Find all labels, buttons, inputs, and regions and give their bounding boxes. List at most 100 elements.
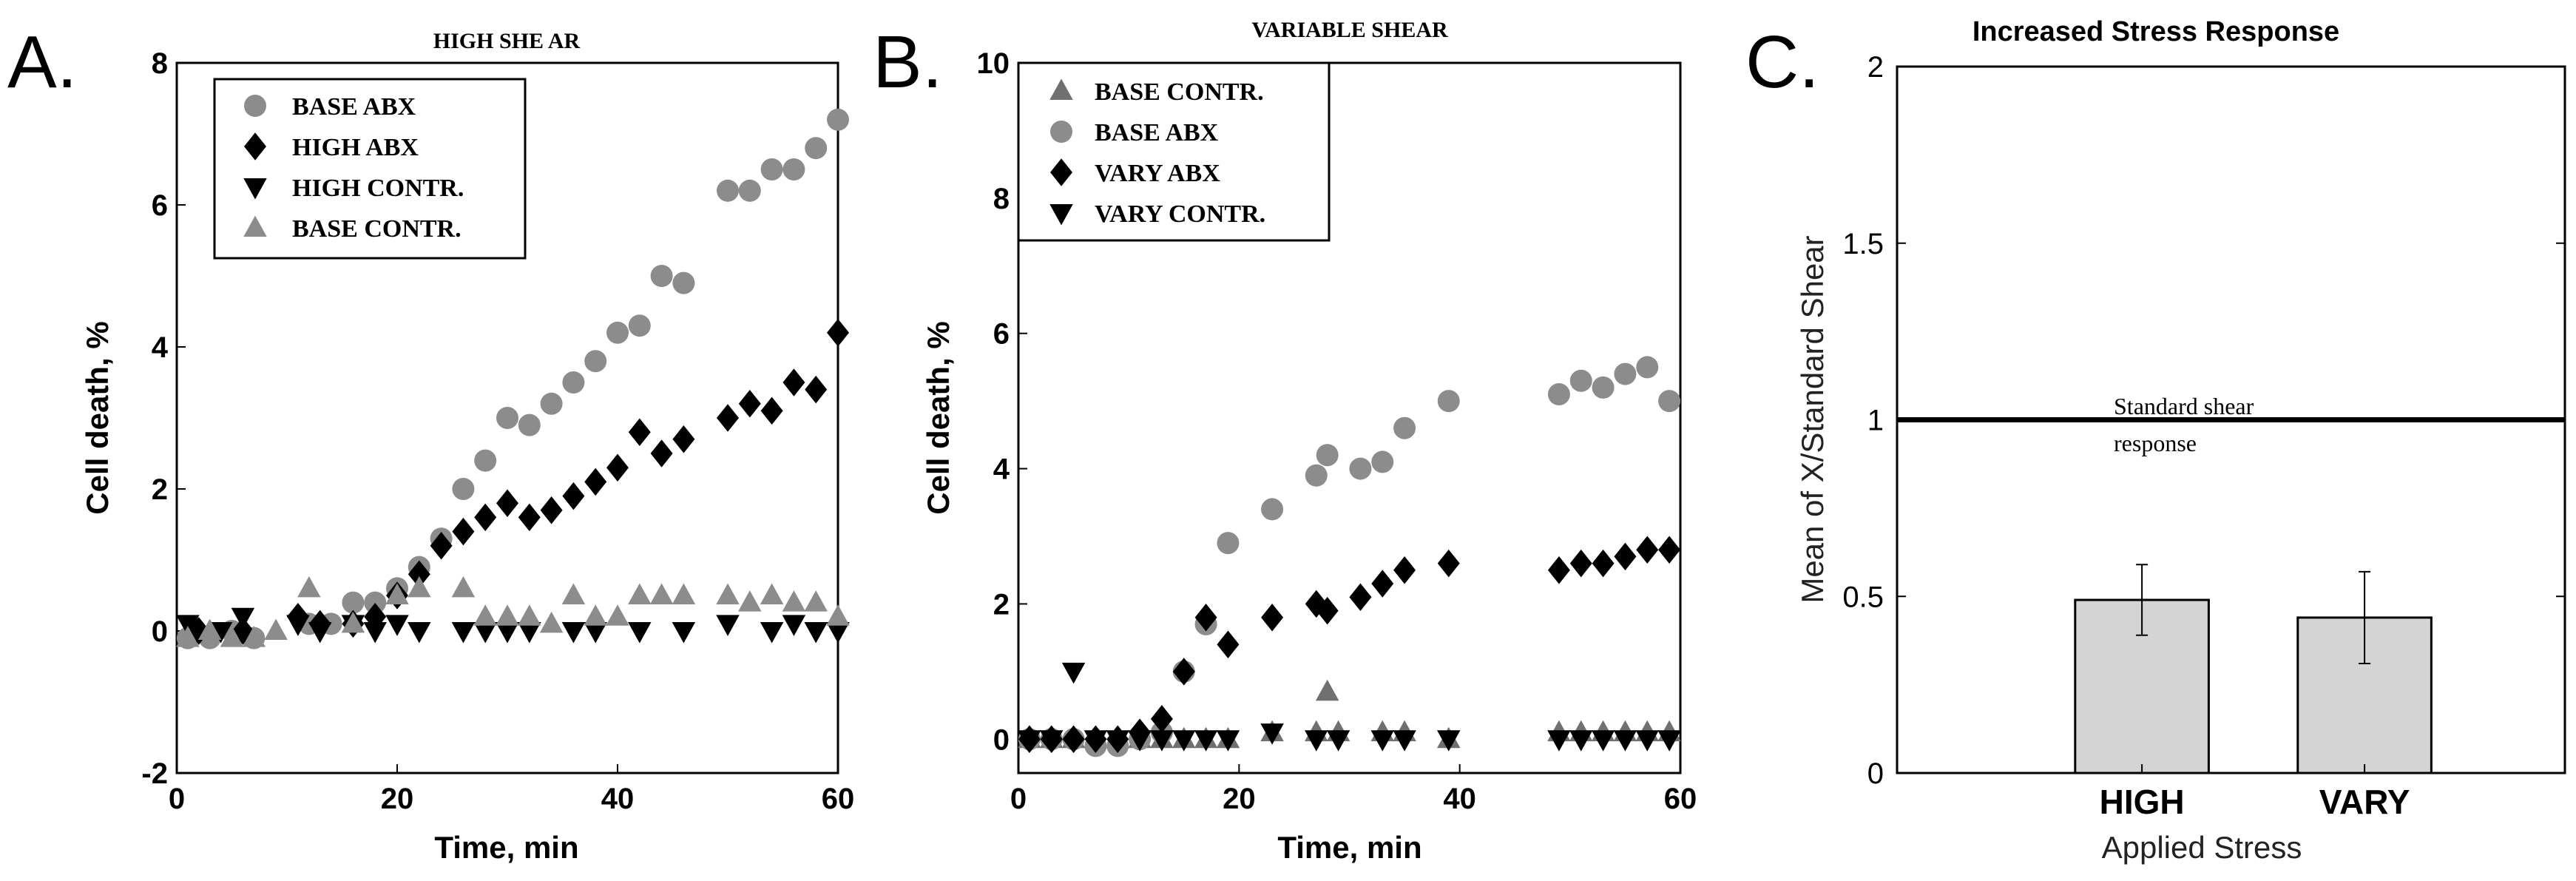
point-vary-abx [1569,549,1592,578]
x-tick-label: 60 [822,783,855,815]
point-vary-abx [1371,570,1394,598]
point-high-contr [804,622,828,644]
legend-marker-0 [244,95,266,117]
point-high-contr [209,622,233,644]
panel-b-points [1018,356,1681,757]
point-high-abx [606,453,629,482]
point-high-contr [496,622,519,644]
point-high-abx [474,503,497,532]
y-tick-label: 8 [152,47,168,80]
point-base-contr [782,590,806,612]
point-base-abx [1592,376,1615,399]
legend-marker-3 [1049,204,1073,226]
panel-a-legend-box [213,78,527,260]
point-vary-contr [1370,730,1394,752]
legend-marker-1 [244,132,266,161]
panel-a-xlabel: Time, min [434,830,578,865]
point-base-abx [518,414,541,436]
point-vary-contr [1260,723,1284,745]
point-base-abx [584,350,607,373]
y-tick-label: 0 [152,615,168,648]
panel-b: B. VARIABLE SHEAR 0 20 40 60 0 2 4 6 8 10 Time, m… [873,18,1697,865]
point-base-contr [518,604,541,626]
point-high-abx [584,467,607,496]
point-base-contr [197,618,222,640]
point-high-contr [672,622,696,644]
y-tick-label: 10 [977,47,1010,80]
panel-b-ticks: 0 20 40 60 0 2 4 6 8 10 [977,47,1697,815]
x-tick-label: 20 [1223,783,1256,815]
point-base-abx [1547,383,1570,405]
point-vary-abx [1217,630,1240,659]
point-base-abx [1569,369,1592,392]
point-base-abx [1636,356,1659,379]
panel-a-title: HIGH SHE AR [433,29,581,53]
point-vary-abx [1592,549,1615,578]
point-base-abx [606,321,629,344]
point-vary-contr [1657,730,1681,752]
point-base-abx [628,314,651,337]
point-high-contr [408,622,431,644]
panel-c-title: Increased Stress Response [1972,16,2339,47]
point-vary-contr [1437,730,1461,752]
point-high-abx [760,396,783,425]
panel-c-reference-label-2: response [2114,430,2197,456]
y-tick-label: 1.5 [1842,228,1884,260]
point-base-abx [1261,498,1284,521]
point-vary-contr [1061,662,1086,684]
panel-b-title: VARIABLE SHEAR [1251,18,1448,42]
point-high-abx [738,390,761,418]
panel-a-points [176,108,850,649]
point-high-abx [628,418,651,446]
panel-a-legend-label-2: HIGH CONTR. [292,175,464,202]
panel-c: C. Increased Stress Response 0 0.5 1 1.5 2 H… [1745,16,2566,865]
panel-b-ylabel: Cell death, % [921,321,956,514]
point-high-abx [540,496,563,524]
point-base-contr [451,575,476,598]
point-base-contr [561,583,586,604]
point-base-abx [1349,457,1372,480]
panel-a-legend: BASE ABX HIGH ABX HIGH CONTR. BASE CONTR… [213,78,527,260]
x-tick-label: 60 [1664,783,1697,815]
point-base-contr [242,626,266,647]
legend-marker-1 [1050,121,1072,143]
point-base-abx [364,591,387,614]
point-base-contr [1315,679,1339,701]
point-base-contr [496,604,519,626]
point-base-abx [650,265,673,287]
point-high-contr [308,622,332,644]
x-tick-label: 20 [381,783,414,815]
panel-b-legend: BASE CONTR. BASE ABX VARY ABX VARY CONTR… [1017,61,1331,242]
panel-c-bars: HIGH VARY [2074,564,2433,821]
legend-marker-2 [1050,158,1072,186]
point-base-contr [584,604,607,626]
point-vary-contr [1326,730,1350,752]
point-high-contr [782,615,806,636]
point-base-contr [606,604,629,626]
point-high-abx [496,489,518,517]
panel-b-legend-markers [1049,78,1073,226]
point-base-contr [649,583,674,604]
point-high-contr [231,607,255,629]
panel-c-reference-label-1: Standard shear [2114,393,2254,419]
y-tick-label: -2 [141,757,168,790]
point-base-abx [1217,532,1240,555]
point-base-contr [628,583,652,604]
point-base-contr [264,618,288,640]
panel-b-letter: B. [873,21,942,104]
point-vary-contr [1305,730,1328,752]
y-tick-label: 0 [1867,757,1884,790]
point-base-abx [540,392,563,415]
y-tick-label: 4 [152,331,169,364]
point-high-abx [408,560,430,588]
panel-a-legend-label-0: BASE ABX [292,93,416,121]
point-vary-contr [1635,730,1659,752]
x-tick-label: 40 [601,783,635,815]
point-vary-abx [1261,603,1284,632]
point-high-contr [451,622,476,644]
point-high-contr [363,622,387,644]
point-base-contr [176,626,200,647]
point-high-contr [716,615,740,636]
